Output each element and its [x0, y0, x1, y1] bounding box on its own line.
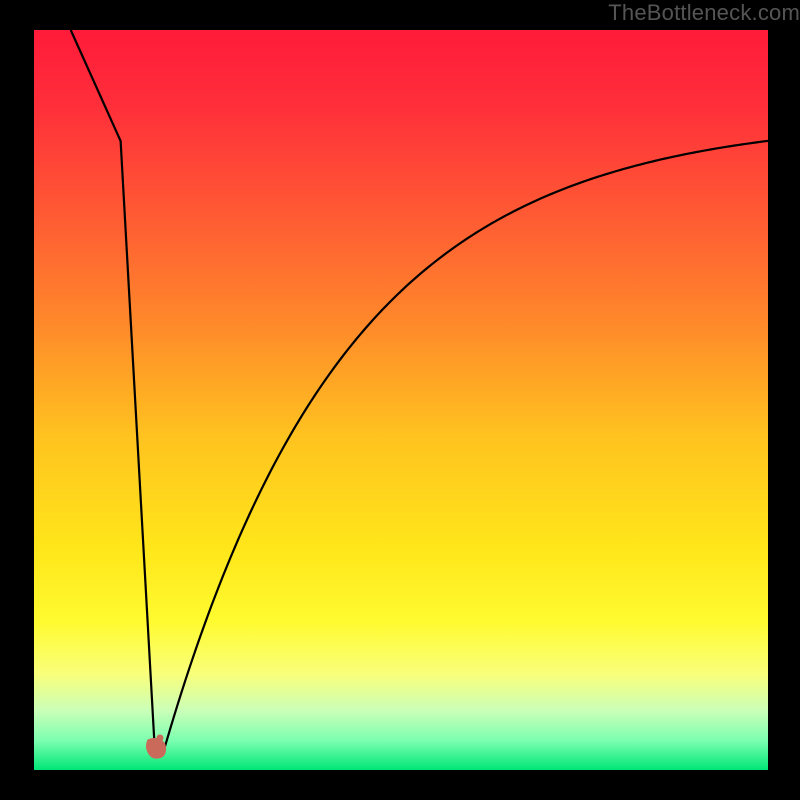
watermark-text: TheBottleneck.com [608, 0, 800, 26]
chart-canvas: TheBottleneck.com [0, 0, 800, 800]
plot-area-background [34, 30, 768, 770]
bottleneck-chart [0, 0, 800, 800]
